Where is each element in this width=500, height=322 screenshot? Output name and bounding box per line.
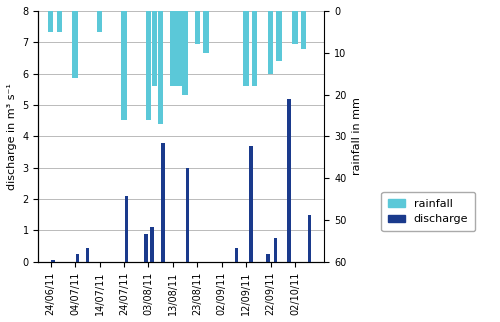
Bar — [76, 254, 80, 262]
Bar — [276, 11, 282, 61]
Bar — [170, 11, 175, 86]
Bar — [158, 11, 164, 124]
Bar — [176, 11, 182, 86]
Bar — [124, 196, 128, 262]
Bar — [301, 11, 306, 49]
Y-axis label: discharge in m³ s⁻¹: discharge in m³ s⁻¹ — [7, 83, 17, 190]
Bar — [268, 11, 274, 74]
Bar — [266, 254, 270, 262]
Bar — [150, 227, 154, 262]
Bar — [244, 11, 249, 86]
Bar — [182, 11, 188, 95]
Bar — [144, 233, 148, 262]
Bar — [56, 11, 62, 32]
Bar — [146, 11, 151, 120]
Bar — [250, 146, 253, 262]
Bar — [203, 11, 208, 53]
Legend: rainfall, discharge: rainfall, discharge — [382, 192, 475, 231]
Bar — [252, 11, 258, 86]
Bar — [97, 11, 102, 32]
Bar — [186, 168, 189, 262]
Bar — [86, 248, 89, 262]
Y-axis label: rainfall in mm: rainfall in mm — [352, 98, 362, 175]
Bar — [274, 238, 277, 262]
Bar — [194, 11, 200, 44]
Bar — [234, 248, 238, 262]
Bar — [52, 260, 55, 262]
Bar — [48, 11, 54, 32]
Bar — [122, 11, 126, 120]
Bar — [152, 11, 157, 86]
Bar — [308, 215, 312, 262]
Bar — [287, 99, 290, 262]
Bar — [292, 11, 298, 44]
Bar — [162, 143, 165, 262]
Bar — [72, 11, 78, 78]
